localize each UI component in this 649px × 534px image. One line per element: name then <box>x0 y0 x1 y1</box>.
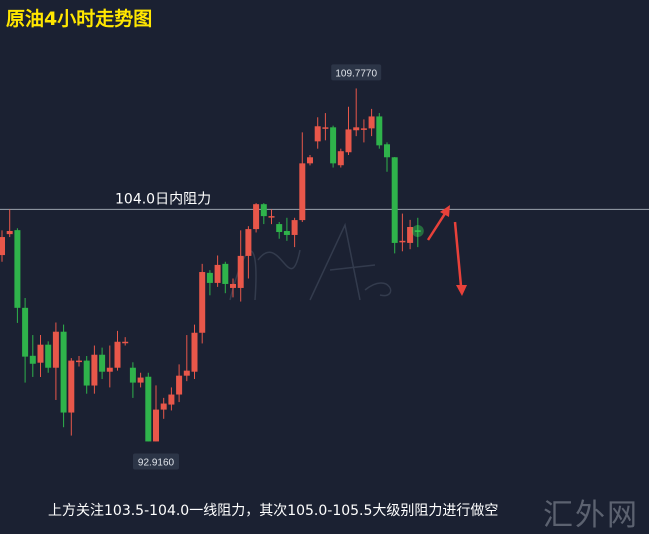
candle-body <box>407 227 414 243</box>
candle-body <box>291 220 298 235</box>
current-price-glow <box>411 224 424 237</box>
candle-body <box>337 151 344 166</box>
candle-body <box>91 354 98 386</box>
candle-body <box>384 144 390 158</box>
candle-body <box>360 128 367 130</box>
candle-body <box>160 403 167 410</box>
candle-body <box>307 157 313 164</box>
candle-body <box>76 360 82 363</box>
candle-body <box>168 394 175 405</box>
candle-body <box>29 355 36 364</box>
candle-body <box>114 341 121 368</box>
analysis-note: 上方关注103.5-104.0一线阻力，其次105.0-105.5大级别阻力进行… <box>48 503 499 519</box>
candle-body <box>122 341 129 344</box>
site-watermark: 汇外网 <box>543 498 639 533</box>
candle-body <box>0 237 5 256</box>
signature-watermark <box>229 222 392 301</box>
candle-body <box>414 230 421 232</box>
candle-body <box>353 127 360 131</box>
candle-body <box>330 127 337 164</box>
candle-body <box>237 255 244 288</box>
candle-body <box>176 375 183 395</box>
candle-body <box>199 272 206 333</box>
candle-body <box>230 283 236 288</box>
candle-body <box>137 377 144 383</box>
candle-body <box>253 204 260 230</box>
candle-body <box>276 224 283 233</box>
candle-body <box>391 157 398 243</box>
candle-body <box>345 129 352 153</box>
candle-body <box>145 376 152 442</box>
candle-body <box>99 354 106 372</box>
candle-body <box>45 344 52 368</box>
candle-body <box>60 331 67 413</box>
low-label-text: 92.9160 <box>138 458 175 469</box>
candle-body <box>206 272 213 283</box>
candles <box>0 88 421 442</box>
candle-body <box>299 163 306 221</box>
candle-body <box>68 360 75 413</box>
candle-body <box>314 126 321 142</box>
candle-body <box>14 230 21 308</box>
candle-body <box>214 264 221 283</box>
candle-body <box>129 367 136 383</box>
candle-body <box>83 360 90 386</box>
candle-body <box>322 127 329 129</box>
candle-body <box>52 331 59 368</box>
candle-body <box>37 344 44 363</box>
high-label-text: 109.7770 <box>335 68 377 79</box>
chart-title: 原油4小时走势图 <box>6 8 153 30</box>
high-label: 109.7770 <box>331 64 382 81</box>
arrow-down <box>453 221 467 296</box>
candle-body <box>191 332 198 372</box>
low-label: 92.9160 <box>133 453 179 470</box>
candle-body <box>106 367 113 372</box>
level-label: 104.0日内阻力 <box>115 191 211 207</box>
candle-body <box>368 116 375 129</box>
candle-body <box>153 409 159 442</box>
candle-body <box>22 307 29 357</box>
arrow-up <box>426 205 450 241</box>
candle-body <box>222 263 229 284</box>
candle-body <box>6 230 13 235</box>
candle-body <box>183 370 190 376</box>
candle-body <box>268 216 275 218</box>
candle-body <box>260 204 267 217</box>
candle-body <box>245 229 252 256</box>
candle-body <box>283 230 290 235</box>
candle-body <box>376 116 383 146</box>
candle-body <box>399 240 406 243</box>
